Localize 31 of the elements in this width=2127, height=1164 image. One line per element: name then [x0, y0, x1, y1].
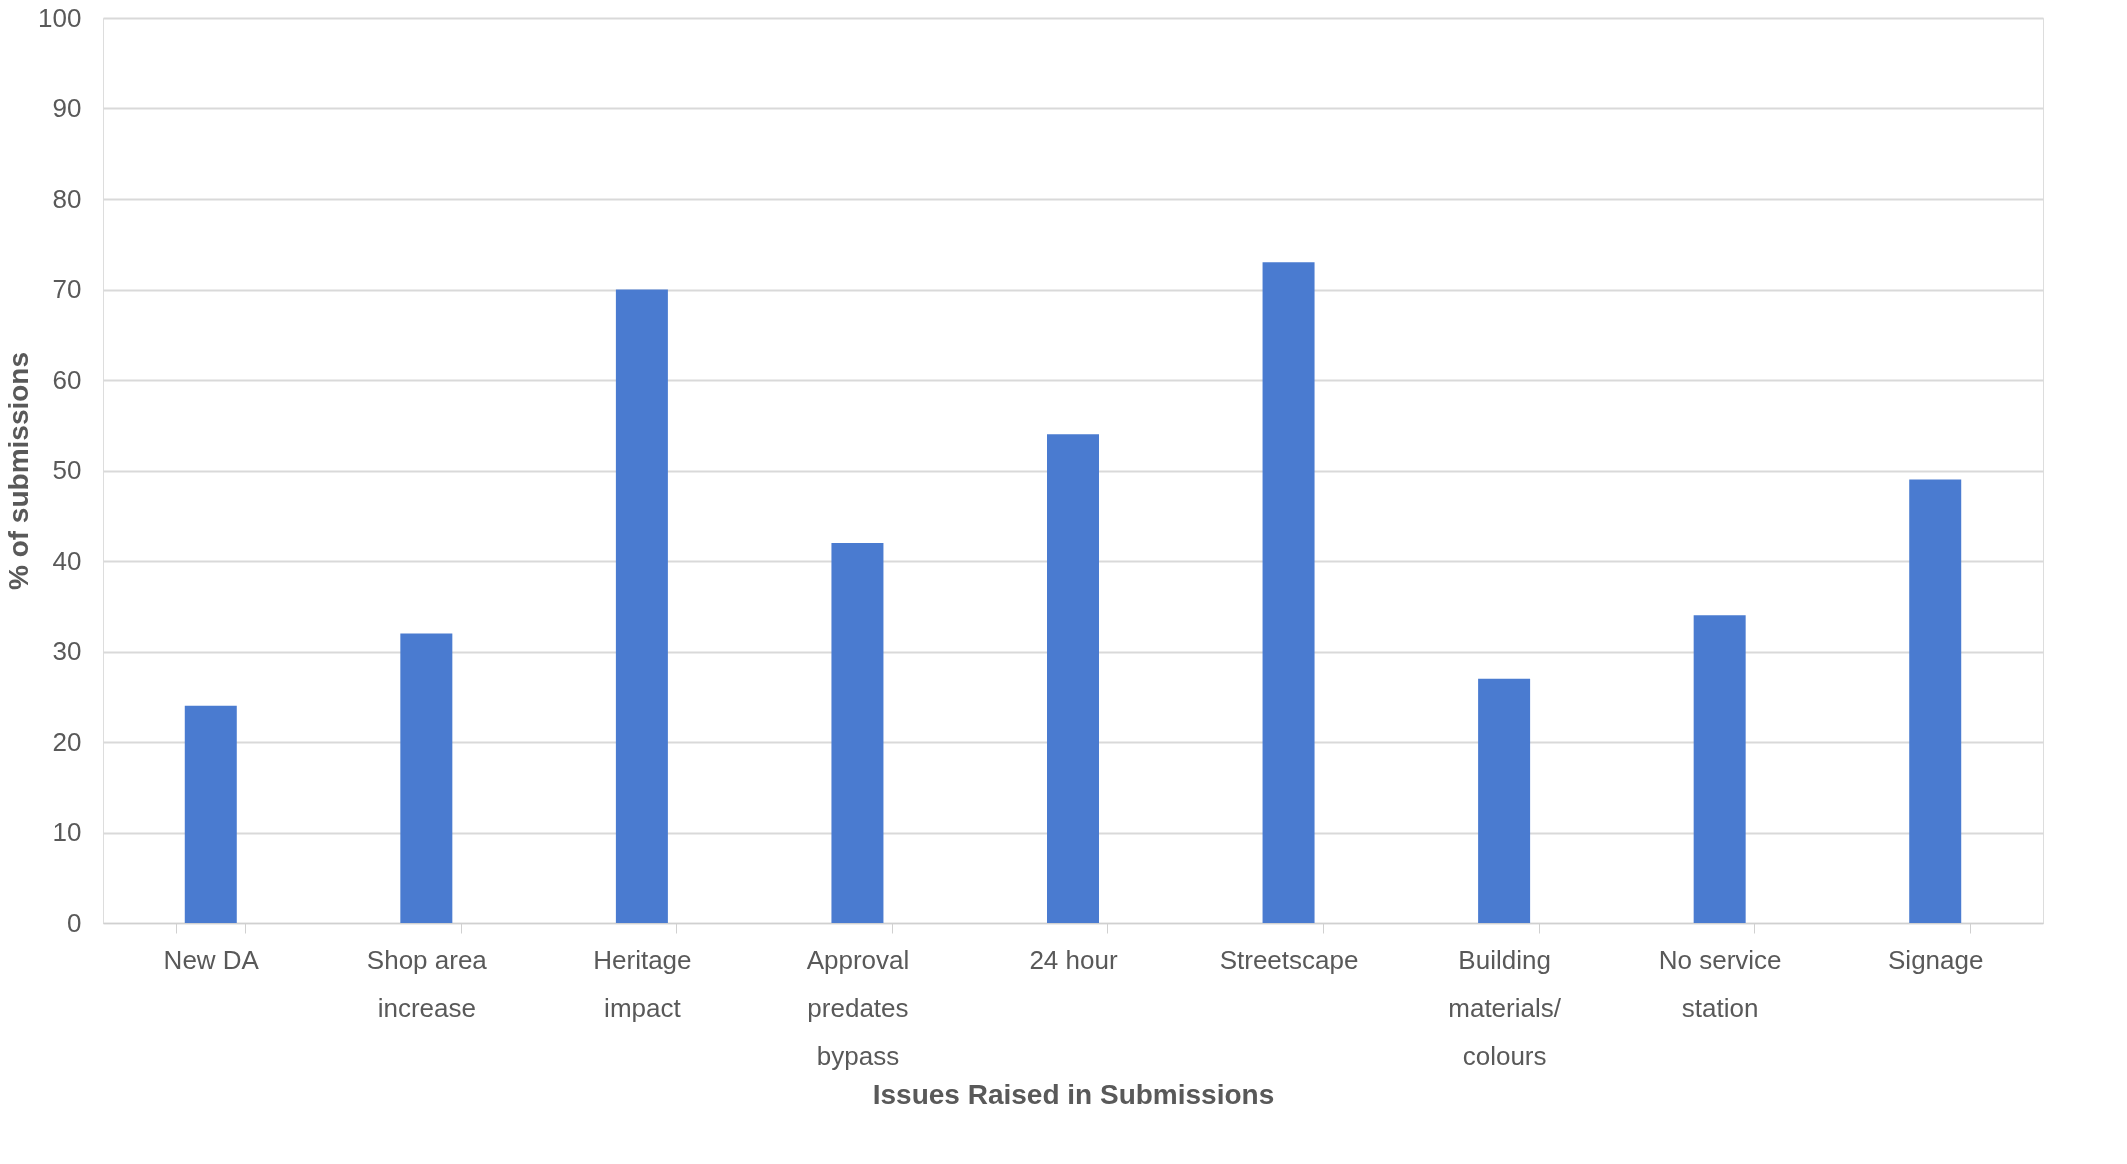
x-tick-label: Shop area increase	[366, 944, 488, 1023]
y-tick-label: 0	[67, 907, 82, 938]
x-axis-title: Issues Raised in Submissions	[872, 1078, 1275, 1110]
x-tick-label: Building materials/ colours	[1448, 944, 1562, 1071]
y-tick-label: 40	[52, 545, 82, 576]
x-tick-label: Signage	[1888, 944, 1984, 975]
y-tick-label: 50	[52, 455, 82, 485]
bar	[615, 289, 668, 923]
y-tick-label: 20	[52, 726, 82, 757]
bar	[184, 705, 237, 923]
y-axis-title: % of submissions	[3, 351, 35, 591]
y-tick-label: 60	[52, 364, 82, 395]
x-tick-label: Approval predates bypass	[806, 944, 910, 1071]
y-tick-label: 100	[38, 2, 82, 33]
x-tick-label: 24 hour	[1029, 944, 1118, 975]
bar	[1047, 434, 1099, 923]
x-tick-label: Streetscape	[1219, 944, 1359, 975]
y-tick-label: 30	[52, 636, 82, 666]
bar	[1262, 262, 1315, 923]
bar	[1909, 479, 1962, 923]
bar	[400, 633, 453, 923]
x-tick-label: New DA	[163, 944, 260, 975]
x-tick-label: Heritage impact	[593, 944, 692, 1023]
y-tick-label: 80	[52, 183, 82, 214]
bar	[1693, 615, 1746, 923]
y-tick-label: 90	[52, 93, 82, 123]
x-tick-label: No service station	[1658, 944, 1782, 1023]
bar	[1478, 678, 1531, 923]
y-tick-label: 70	[52, 274, 82, 304]
bar	[831, 542, 884, 923]
y-tick-label: 10	[52, 817, 82, 847]
